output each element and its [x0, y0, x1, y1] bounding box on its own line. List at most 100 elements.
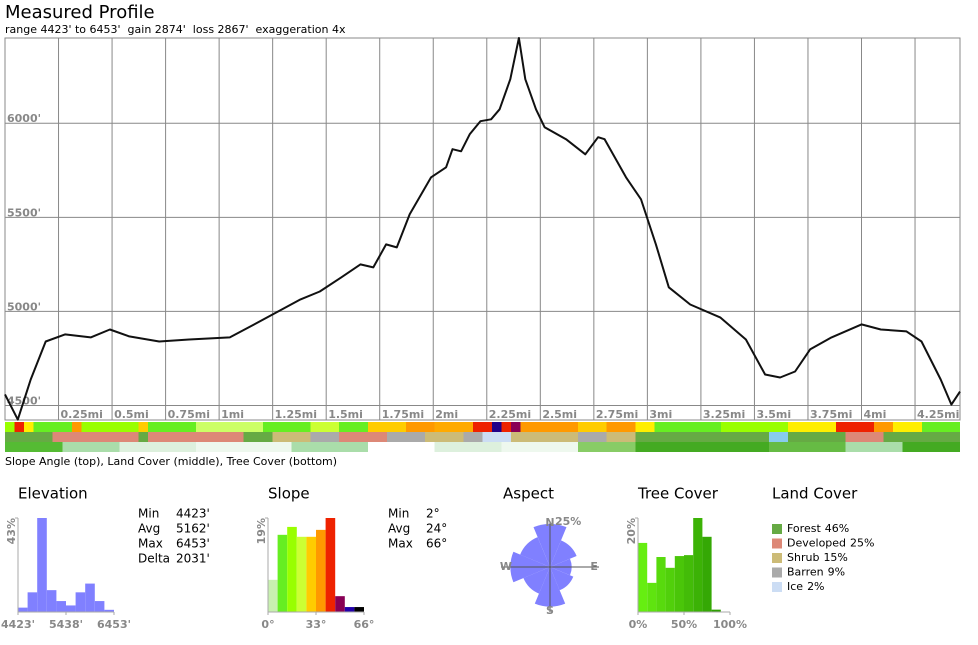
hist-bar: [104, 609, 114, 612]
panel-title: Aspect: [503, 485, 554, 503]
direction-label: W: [500, 560, 512, 573]
legend-name-text: Shrub: [787, 551, 819, 564]
x-tick-label: 0.25mi: [61, 408, 103, 421]
hist-bar: [306, 536, 316, 612]
hist-bar: [684, 555, 694, 612]
x-tick-label: 1.25mi: [275, 408, 317, 421]
legend-name-text: Barren: [787, 566, 824, 579]
page-subtitle: range 4423' to 6453' gain 2874' loss 286…: [5, 23, 346, 36]
hist-bar: [693, 518, 703, 612]
legend-swatch: [772, 582, 782, 592]
hist-bar: [702, 536, 712, 612]
legend-name-text: Ice: [787, 580, 803, 593]
y-tick-label: 20%: [625, 518, 638, 544]
stat-value: 4423': [176, 507, 210, 521]
x-tick-label: 3.25mi: [703, 408, 745, 421]
legend-name: Shrub 15%: [787, 551, 848, 564]
hist-bar: [18, 607, 28, 612]
x-tick-label: 66°: [354, 618, 375, 631]
stat-value: 2031': [176, 552, 210, 566]
hist-bar: [638, 542, 648, 612]
legend-share: 15%: [823, 551, 847, 564]
hist-bar: [94, 601, 105, 612]
hist-bar: [344, 607, 355, 612]
stat-value: 5162': [176, 522, 210, 536]
x-tick-label: 1.75mi: [382, 408, 424, 421]
x-tick-label: 100%: [713, 618, 747, 631]
hist-bar: [268, 579, 278, 612]
x-tick-label: 3.75mi: [810, 408, 852, 421]
slope-strip: [5, 422, 960, 432]
legend-share: 25%: [850, 537, 874, 550]
panel-title: Tree Cover: [637, 485, 719, 503]
plot-frame: [4, 37, 961, 421]
stat-label: Max: [388, 537, 413, 551]
stat-value: 66°: [426, 537, 447, 551]
y-tick-label: 19%: [255, 518, 268, 544]
stat-label: Avg: [388, 522, 410, 536]
profile-line: [4, 37, 961, 421]
x-tick-label: 1mi: [221, 408, 244, 421]
y-tick-label: 43%: [5, 518, 18, 544]
x-tick-label: 1.5mi: [328, 408, 363, 421]
rose-petal: [550, 567, 574, 591]
hist-bar: [325, 518, 336, 612]
x-tick-label: 0%: [629, 618, 648, 631]
stat-value: 24°: [426, 522, 447, 536]
x-tick-label: 0.5mi: [114, 408, 149, 421]
panel-title: Land Cover: [772, 485, 858, 503]
x-tick-label: 2.25mi: [489, 408, 531, 421]
strips-caption: Slope Angle (top), Land Cover (middle), …: [5, 455, 337, 468]
rose-petal: [550, 540, 577, 567]
legend-swatch: [772, 538, 782, 549]
hist-bar: [335, 596, 345, 612]
x-tick-label: 33°: [306, 618, 327, 631]
hist-bar: [277, 534, 288, 612]
legend-name-text: Forest: [787, 522, 821, 535]
x-tick-label: 5438': [49, 618, 83, 631]
legend-swatch: [772, 524, 782, 534]
y-tick-label: 5000': [7, 300, 41, 313]
panel-title: Slope: [268, 485, 310, 503]
hist-bar: [46, 590, 57, 612]
page-title: Measured Profile: [5, 2, 155, 23]
x-tick-label: 3mi: [649, 408, 672, 421]
land-cover-strip: [5, 432, 960, 442]
stat-label: Min: [388, 507, 409, 521]
legend-share: 2%: [807, 580, 824, 593]
hist-bar: [287, 526, 297, 612]
hist-bar: [647, 582, 657, 612]
rose-petal: [523, 567, 550, 594]
hist-bar: [674, 556, 684, 612]
y-tick-label: 6000': [7, 112, 41, 125]
legend-share: 9%: [828, 566, 845, 579]
stat-label: Delta: [138, 552, 170, 566]
direction-label: N: [545, 516, 554, 529]
hist-bar: [56, 601, 66, 612]
x-tick-label: 4.25mi: [917, 408, 959, 421]
x-tick-label: 3.5mi: [756, 408, 791, 421]
hist-bar: [354, 607, 364, 612]
x-tick-label: 4mi: [864, 408, 887, 421]
legend-share: 46%: [825, 522, 849, 535]
stat-value: 2°: [426, 507, 440, 521]
hist-bar: [75, 592, 86, 612]
legend-name-text: Developed: [787, 537, 846, 550]
x-tick-label: 0.75mi: [168, 408, 210, 421]
legend-swatch: [772, 567, 782, 578]
legend-swatch: [772, 553, 782, 563]
hist-bar: [665, 567, 675, 612]
legend-name: Ice 2%: [787, 580, 825, 593]
hist-bar: [27, 592, 38, 612]
direction-label: E: [590, 560, 598, 573]
stat-label: Avg: [138, 522, 160, 536]
y-tick-label: 5500': [7, 206, 41, 219]
stat-label: Min: [138, 507, 159, 521]
x-tick-label: 0°: [261, 618, 274, 631]
stat-label: Max: [138, 537, 163, 551]
tree-cover-strip: [5, 442, 960, 452]
panel-title: Elevation: [18, 485, 88, 503]
x-tick-label: 2.5mi: [542, 408, 577, 421]
